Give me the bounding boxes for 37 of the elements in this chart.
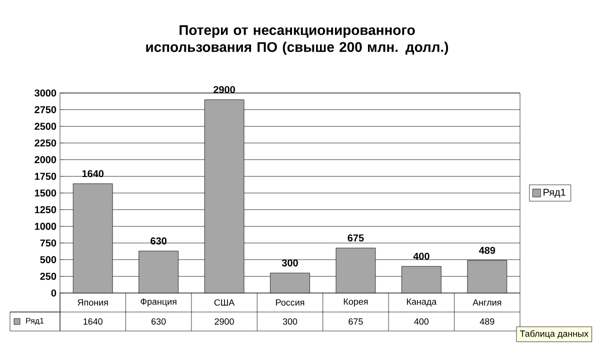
y-tick-label: 0 [51,289,56,297]
text: 1640 [82,170,104,178]
data-label: 630 [152,318,166,325]
x-tick-label: Россия [276,299,304,306]
legend-label: Ряд1 [544,188,566,198]
x-tick-label: США [214,299,235,306]
data-label: 400 [414,318,429,325]
y-tick-label: 2000 [34,156,56,164]
chart-title: Потери от несанкционированного использования ПО (свыше 200 млн. долл.) [146,25,448,55]
y-tick-label: 500 [40,256,56,264]
data-label: 675 [348,318,363,325]
text: 489 [479,246,496,254]
y-tick-label: 1000 [34,222,56,230]
y-tick-label: 2250 [34,139,56,147]
x-tick-label: Япония [78,299,108,306]
text: 400 [413,252,430,260]
text: 300 [282,259,298,266]
x-tick-label: Франция [140,298,176,307]
x-tick-label: Канада [406,298,437,306]
text: Таблица данных [520,330,588,338]
data-label: 2900 [214,318,234,325]
x-tick-label: Англия [472,299,502,306]
data-label: 1640 [84,318,102,325]
y-tick-label: 2750 [34,106,56,114]
y-tick-label: 1250 [34,206,56,214]
y-tick-label: 1750 [34,172,56,180]
text: 675 [348,234,364,242]
text: 2900 [214,86,235,94]
data-label: 489 [480,318,494,325]
x-tick-label: Корея [344,298,368,307]
y-tick-label: 2500 [34,122,56,130]
y-tick-label: 250 [40,272,56,280]
y-tick-label: 1500 [34,189,56,197]
data-label: 300 [282,318,298,325]
y-tick-label: 750 [40,239,56,247]
y-tick-label: 3000 [34,89,56,97]
text: 630 [150,237,166,244]
